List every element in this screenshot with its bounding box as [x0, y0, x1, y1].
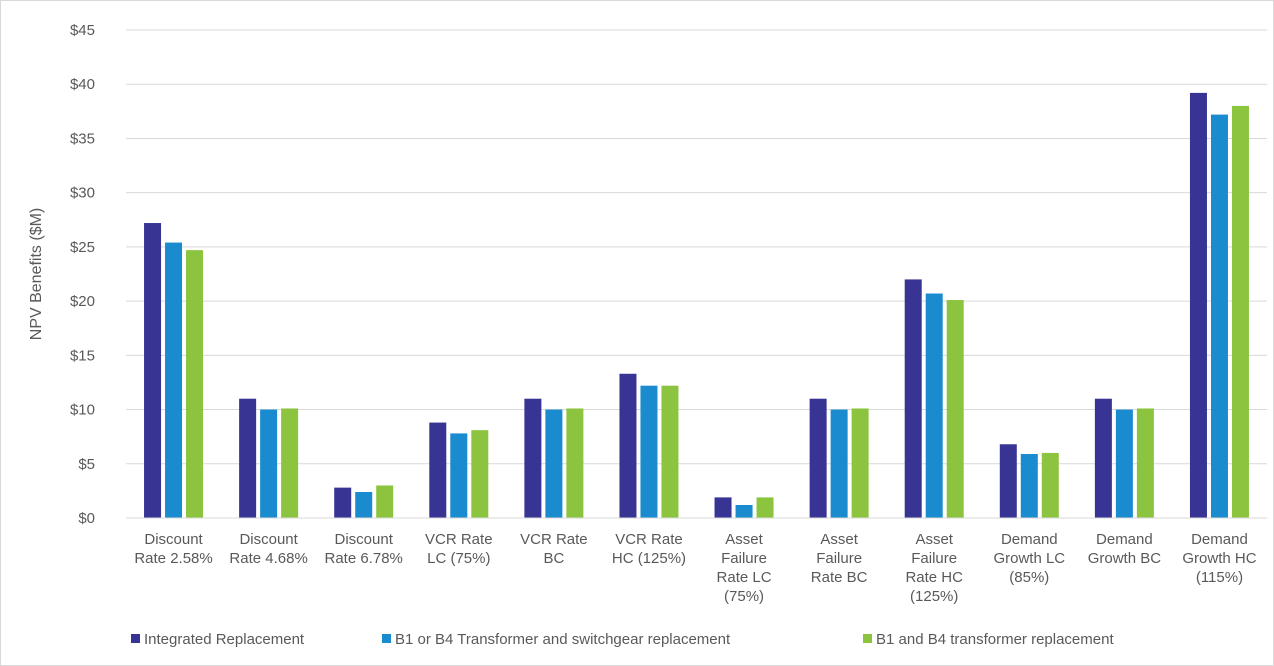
y-tick-label: $40	[70, 76, 95, 93]
bar	[714, 497, 732, 518]
bar	[809, 398, 827, 518]
y-tick-label: $20	[70, 293, 95, 310]
bar	[904, 279, 922, 518]
legend-swatch	[131, 634, 140, 643]
category-label: VCR Rate HC (125%)	[612, 531, 686, 567]
bar	[640, 385, 658, 518]
category-label: VCR Rate BC	[520, 531, 588, 567]
bar	[429, 422, 447, 518]
bar	[999, 444, 1017, 518]
bar	[260, 409, 278, 518]
bar	[1020, 454, 1038, 518]
y-tick-label: $5	[78, 456, 95, 473]
bar	[1136, 408, 1154, 518]
bars	[144, 92, 1249, 519]
y-tick-label: $45	[70, 22, 95, 39]
legend-swatch	[382, 634, 391, 643]
bar	[735, 504, 753, 518]
bar	[450, 433, 468, 518]
bar	[661, 385, 679, 518]
bar	[1094, 398, 1112, 518]
y-tick-label: $35	[70, 130, 95, 147]
bar	[756, 497, 774, 518]
y-tick-label: $25	[70, 239, 95, 256]
bar	[1041, 452, 1059, 518]
legend: Integrated Replacement B1 or B4 Transform…	[131, 631, 1114, 648]
bar	[376, 485, 394, 518]
category-label: VCR Rate LC (75%)	[425, 531, 493, 567]
bar	[851, 408, 869, 518]
category-label: Discount Rate 4.68%	[229, 531, 307, 567]
category-label: Discount Rate 6.78%	[325, 531, 403, 567]
x-axis-categories: Discount Rate 2.58% Discount Rate 4.68% Disc…	[134, 531, 1256, 605]
y-tick-label: $30	[70, 185, 95, 202]
legend-label: B1 or B4 Transformer and switchgear repl…	[395, 631, 731, 648]
bar	[165, 242, 183, 518]
bar	[1210, 114, 1228, 518]
bar	[925, 293, 943, 518]
y-tick-label: $10	[70, 402, 95, 419]
category-label: Demand Growth HC (115%)	[1182, 531, 1256, 586]
bar	[186, 250, 204, 519]
bar	[239, 398, 257, 518]
y-axis-ticks: $0 $5 $10 $15 $20 $25 $30 $35 $40 $45	[70, 22, 95, 527]
y-tick-label: $15	[70, 347, 95, 364]
bar	[545, 409, 563, 518]
category-label: Asset Failure Rate BC	[811, 531, 868, 586]
bar	[144, 223, 162, 518]
legend-item: Integrated Replacement	[131, 631, 305, 648]
bar	[355, 491, 373, 518]
bar	[830, 409, 848, 518]
bar	[619, 373, 637, 518]
bar	[1115, 409, 1133, 518]
legend-label: Integrated Replacement	[144, 631, 305, 648]
bar	[334, 487, 352, 518]
bar	[1189, 92, 1207, 519]
category-label: Demand Growth BC	[1088, 531, 1162, 567]
bar	[471, 430, 489, 518]
bar	[524, 398, 542, 518]
legend-item: B1 and B4 transformer replacement	[863, 631, 1114, 648]
bar	[566, 408, 584, 518]
category-label: Discount Rate 2.58%	[134, 531, 212, 567]
bar	[946, 300, 964, 518]
legend-item: B1 or B4 Transformer and switchgear repl…	[382, 631, 731, 648]
category-label: Asset Failure Rate LC (75%)	[717, 531, 772, 605]
category-label: Asset Failure Rate HC (125%)	[905, 531, 963, 605]
bar	[1231, 105, 1249, 519]
y-axis-title: NPV Benefits ($M)	[28, 208, 45, 340]
legend-label: B1 and B4 transformer replacement	[876, 631, 1114, 648]
y-tick-label: $0	[78, 510, 95, 527]
legend-swatch	[863, 634, 872, 643]
bar	[281, 408, 299, 518]
category-label: Demand Growth LC (85%)	[993, 531, 1065, 586]
gridlines	[126, 29, 1267, 465]
